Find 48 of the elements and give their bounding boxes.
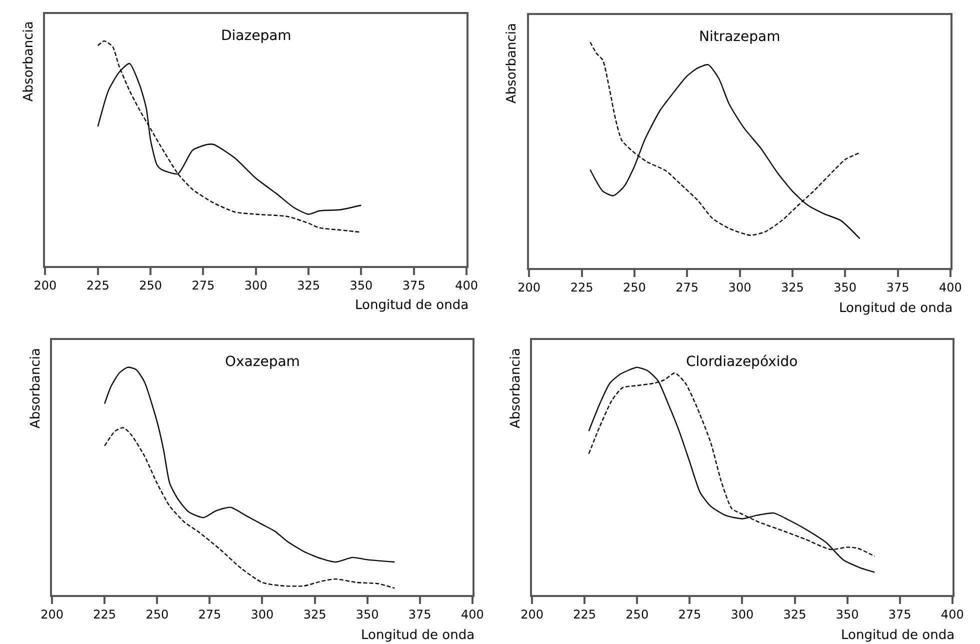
x-tick-label: 325: [783, 607, 806, 622]
x-tick-label: 275: [678, 607, 702, 622]
x-tick-label: 375: [408, 607, 432, 622]
x-tick-label: 200: [34, 278, 57, 292]
x-tick-label: 375: [886, 280, 910, 294]
x-tick-label: 300: [250, 607, 274, 622]
chart-title: Diazepam: [221, 28, 292, 44]
x-axis-title: Longitud de onda: [841, 628, 955, 643]
x-axis-title: Longitud de onda: [355, 298, 469, 313]
y-axis-title: Absorbancia: [28, 348, 44, 428]
chart-title: Clordiazepóxido: [686, 354, 798, 370]
x-tick-label: 275: [676, 280, 699, 294]
x-tick-label: 225: [93, 607, 116, 622]
x-tick-label: 275: [192, 278, 215, 292]
x-tick-label: 200: [520, 607, 544, 622]
x-axis-title: Longitud de onda: [361, 628, 475, 643]
x-tick-label: 325: [303, 607, 326, 622]
chart-title: Oxazepam: [225, 354, 300, 370]
x-tick-label: 225: [573, 607, 596, 622]
y-axis-title: Absorbancia: [504, 23, 520, 104]
x-axis-title: Longitud de onda: [839, 301, 953, 316]
x-tick-label: 375: [402, 278, 426, 292]
x-tick-label: 300: [728, 280, 752, 294]
x-tick-label: 300: [244, 278, 268, 292]
x-tick-label: 350: [834, 280, 857, 294]
x-tick-label: 400: [940, 607, 964, 622]
y-axis-title: Absorbancia: [508, 348, 524, 428]
x-tick-label: 225: [570, 280, 594, 294]
x-tick-label: 250: [139, 278, 162, 292]
chart-title: Nitrazepam: [699, 29, 780, 45]
x-tick-label: 400: [460, 607, 484, 622]
x-tick-label: 225: [86, 278, 110, 292]
x-tick-label: 350: [350, 278, 373, 292]
x-tick-label: 325: [780, 280, 804, 294]
x-tick-label: 250: [146, 607, 169, 622]
x-tick-label: 325: [297, 278, 320, 292]
x-tick-label: 375: [888, 607, 912, 622]
x-tick-label: 400: [455, 278, 478, 292]
y-axis-title: Absorbancia: [22, 21, 37, 102]
x-tick-label: 200: [40, 607, 64, 622]
x-tick-label: 300: [730, 607, 754, 622]
x-tick-label: 350: [836, 607, 859, 622]
x-tick-label: 250: [622, 280, 646, 294]
x-tick-label: 275: [198, 607, 222, 622]
x-tick-label: 400: [938, 280, 962, 294]
x-tick-label: 350: [356, 607, 379, 622]
x-tick-label: 250: [626, 607, 649, 622]
x-tick-label: 200: [518, 280, 541, 294]
